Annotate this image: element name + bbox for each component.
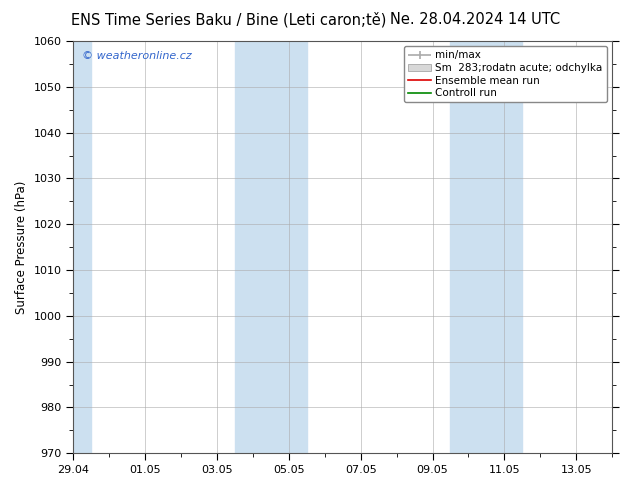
Y-axis label: Surface Pressure (hPa): Surface Pressure (hPa) bbox=[15, 180, 28, 314]
Legend: min/max, Sm  283;rodatn acute; odchylka, Ensemble mean run, Controll run: min/max, Sm 283;rodatn acute; odchylka, … bbox=[404, 46, 607, 102]
Bar bbox=[451, 41, 522, 453]
Text: © weatheronline.cz: © weatheronline.cz bbox=[82, 51, 191, 61]
Bar bbox=[235, 41, 307, 453]
Text: ENS Time Series Baku / Bine (Leti caron;tě): ENS Time Series Baku / Bine (Leti caron;… bbox=[70, 12, 386, 28]
Bar bbox=[74, 41, 91, 453]
Text: Ne. 28.04.2024 14 UTC: Ne. 28.04.2024 14 UTC bbox=[391, 12, 560, 27]
